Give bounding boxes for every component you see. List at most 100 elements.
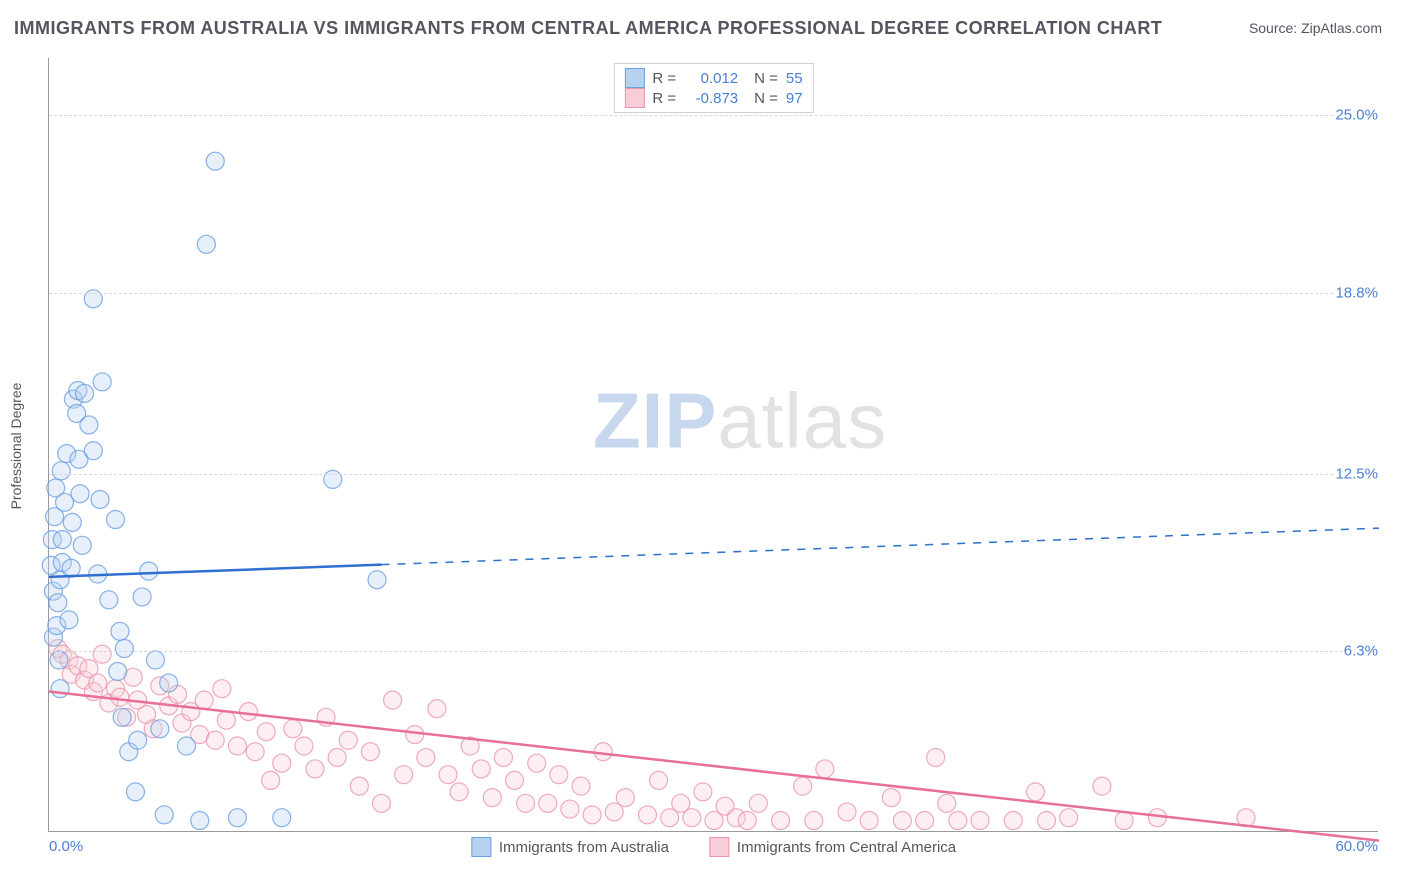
- data-point-central_america: [528, 754, 546, 772]
- data-point-australia: [91, 490, 109, 508]
- data-point-central_america: [539, 794, 557, 812]
- grid-line: [49, 474, 1378, 475]
- data-point-central_america: [650, 771, 668, 789]
- data-point-australia: [107, 511, 125, 529]
- data-point-australia: [160, 674, 178, 692]
- chart-title: IMMIGRANTS FROM AUSTRALIA VS IMMIGRANTS …: [14, 18, 1162, 39]
- data-point-australia: [197, 235, 215, 253]
- data-point-central_america: [217, 711, 235, 729]
- data-point-central_america: [111, 688, 129, 706]
- trend-line-dashed-australia: [382, 528, 1380, 565]
- data-point-central_america: [616, 789, 634, 807]
- data-point-australia: [126, 783, 144, 801]
- data-point-australia: [177, 737, 195, 755]
- data-point-australia: [129, 731, 147, 749]
- x-tick-label: 60.0%: [1335, 838, 1378, 855]
- data-point-central_america: [749, 794, 767, 812]
- data-point-central_america: [572, 777, 590, 795]
- y-tick-label: 12.5%: [1333, 465, 1380, 482]
- data-point-central_america: [805, 812, 823, 830]
- data-point-australia: [50, 651, 68, 669]
- data-point-central_america: [506, 771, 524, 789]
- data-point-central_america: [206, 731, 224, 749]
- data-point-australia: [100, 591, 118, 609]
- legend-swatch-central_america: [709, 837, 729, 857]
- data-point-australia: [73, 536, 91, 554]
- data-point-central_america: [406, 726, 424, 744]
- data-point-central_america: [428, 700, 446, 718]
- data-point-central_america: [893, 812, 911, 830]
- data-point-australia: [111, 622, 129, 640]
- data-point-australia: [140, 562, 158, 580]
- y-axis-label: Professional Degree: [8, 383, 24, 510]
- data-point-central_america: [417, 748, 435, 766]
- data-point-australia: [109, 662, 127, 680]
- data-point-central_america: [838, 803, 856, 821]
- y-tick-label: 18.8%: [1333, 285, 1380, 302]
- data-point-central_america: [339, 731, 357, 749]
- data-point-central_america: [328, 748, 346, 766]
- data-point-central_america: [738, 812, 756, 830]
- legend-item-central_america: Immigrants from Central America: [709, 837, 956, 857]
- data-point-australia: [51, 680, 69, 698]
- data-point-central_america: [472, 760, 490, 778]
- data-point-central_america: [384, 691, 402, 709]
- source-prefix: Source:: [1249, 20, 1301, 36]
- data-point-central_america: [195, 691, 213, 709]
- data-point-australia: [191, 812, 209, 830]
- data-point-central_america: [639, 806, 657, 824]
- data-point-central_america: [927, 748, 945, 766]
- data-point-australia: [133, 588, 151, 606]
- data-point-central_america: [483, 789, 501, 807]
- data-point-central_america: [1060, 809, 1078, 827]
- chart-svg: [49, 58, 1378, 831]
- data-point-central_america: [93, 645, 111, 663]
- data-point-central_america: [361, 743, 379, 761]
- y-tick-label: 25.0%: [1333, 107, 1380, 124]
- data-point-central_america: [262, 771, 280, 789]
- data-point-central_america: [1038, 812, 1056, 830]
- data-point-central_america: [949, 812, 967, 830]
- x-tick-label: 0.0%: [49, 838, 83, 855]
- data-point-central_america: [257, 723, 275, 741]
- data-point-central_america: [1093, 777, 1111, 795]
- plot-area: ZIPatlas R =0.012N =55R =-0.873N =97 Imm…: [48, 58, 1378, 832]
- data-point-central_america: [694, 783, 712, 801]
- data-point-central_america: [295, 737, 313, 755]
- grid-line: [49, 293, 1378, 294]
- data-point-australia: [60, 611, 78, 629]
- data-point-central_america: [494, 748, 512, 766]
- data-point-australia: [368, 571, 386, 589]
- data-point-australia: [63, 513, 81, 531]
- data-point-australia: [146, 651, 164, 669]
- data-point-central_america: [395, 766, 413, 784]
- data-point-australia: [93, 373, 111, 391]
- data-point-central_america: [373, 794, 391, 812]
- data-point-australia: [228, 809, 246, 827]
- data-point-australia: [71, 485, 89, 503]
- data-point-central_america: [350, 777, 368, 795]
- data-point-central_america: [683, 809, 701, 827]
- data-point-central_america: [882, 789, 900, 807]
- data-point-central_america: [938, 794, 956, 812]
- series-legend: Immigrants from Australia Immigrants from…: [471, 837, 956, 857]
- data-point-australia: [151, 720, 169, 738]
- data-point-central_america: [816, 760, 834, 778]
- y-tick-label: 6.3%: [1342, 643, 1380, 660]
- data-point-australia: [84, 442, 102, 460]
- data-point-australia: [52, 462, 70, 480]
- data-point-central_america: [273, 754, 291, 772]
- grid-line: [49, 651, 1378, 652]
- data-point-central_america: [1004, 812, 1022, 830]
- data-point-australia: [53, 531, 71, 549]
- data-point-australia: [273, 809, 291, 827]
- legend-label-australia: Immigrants from Australia: [499, 839, 669, 856]
- data-point-central_america: [306, 760, 324, 778]
- data-point-central_america: [916, 812, 934, 830]
- source-citation: Source: ZipAtlas.com: [1249, 20, 1382, 36]
- source-link[interactable]: ZipAtlas.com: [1301, 20, 1382, 36]
- data-point-central_america: [860, 812, 878, 830]
- data-point-australia: [80, 416, 98, 434]
- data-point-central_america: [517, 794, 535, 812]
- data-point-australia: [115, 640, 133, 658]
